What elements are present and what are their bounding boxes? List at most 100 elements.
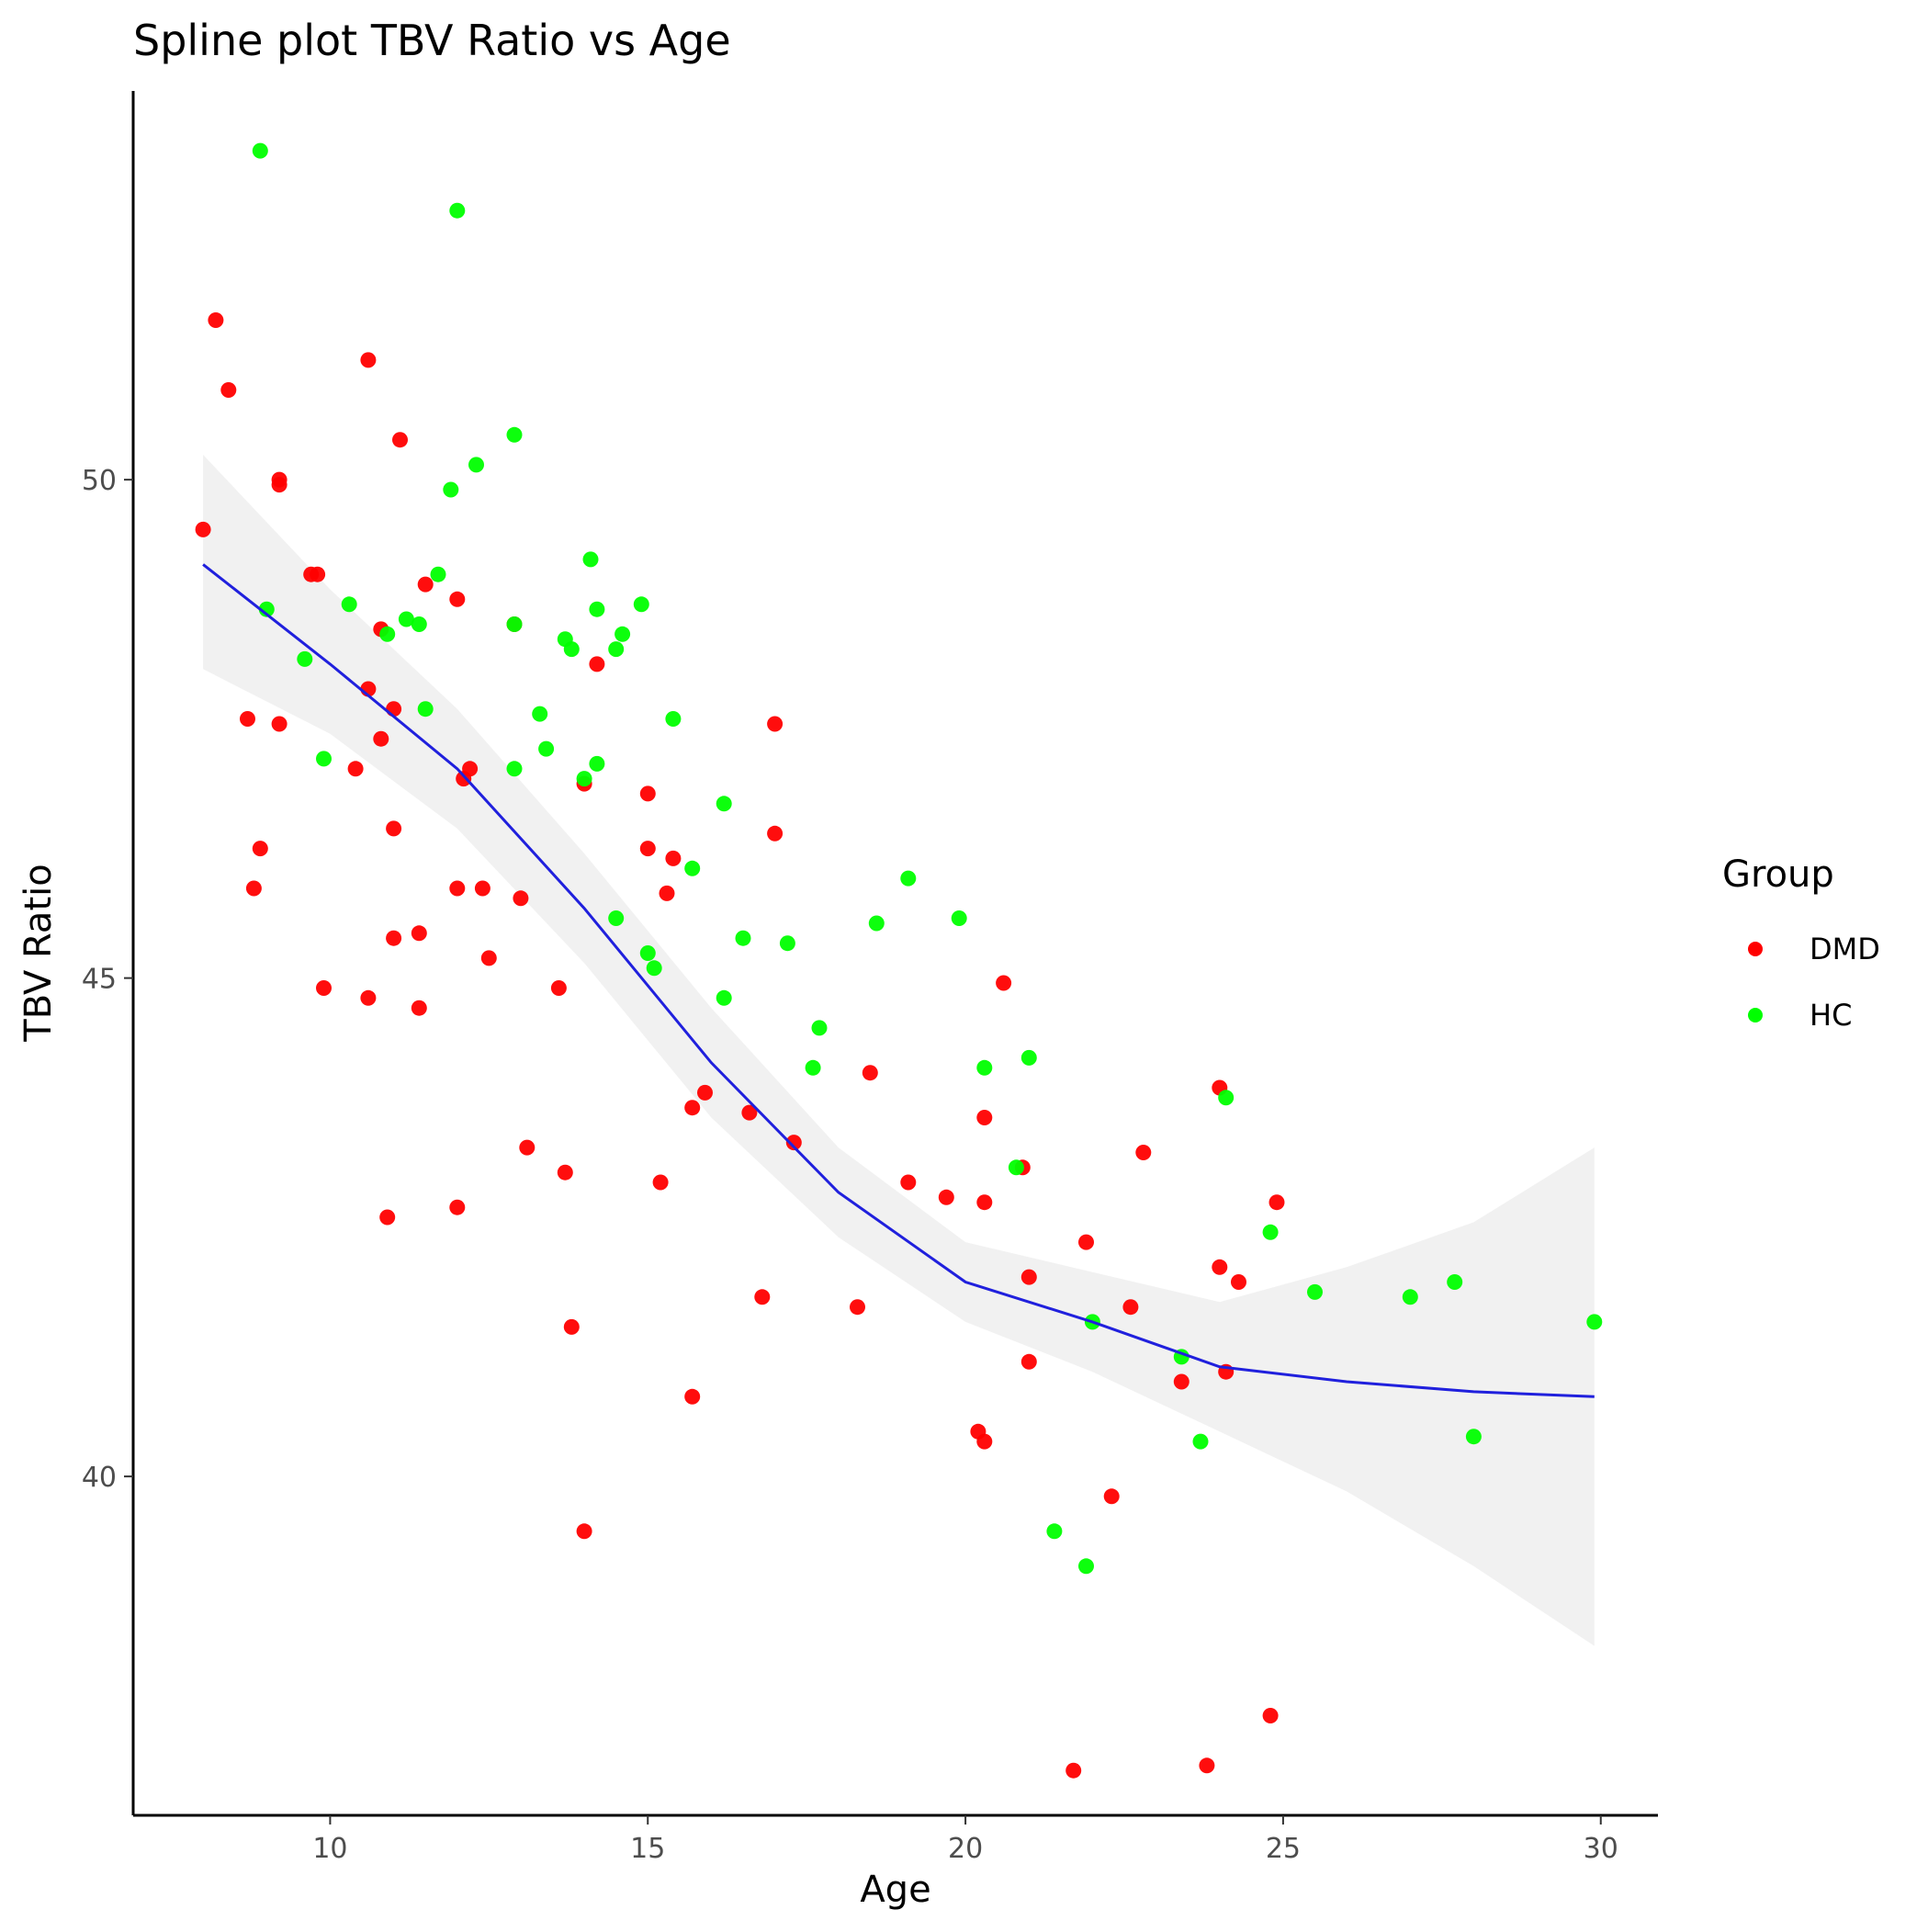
data-point-hc (805, 1059, 821, 1076)
data-point-dmd (684, 1100, 701, 1116)
y-tick-label: 50 (82, 465, 117, 497)
data-point-hc (639, 945, 656, 961)
data-point-dmd (449, 1199, 466, 1215)
data-point-hc (398, 611, 414, 627)
data-point-hc (341, 596, 357, 613)
data-point-dmd (576, 1523, 592, 1540)
data-point-hc (443, 481, 459, 498)
data-point-hc (716, 989, 732, 1006)
data-point-dmd (386, 701, 402, 717)
data-point-hc (1262, 1224, 1279, 1240)
data-point-dmd (245, 880, 262, 897)
data-point-dmd (252, 841, 268, 857)
data-point-hc (1046, 1523, 1063, 1540)
data-point-dmd (1173, 1373, 1189, 1390)
data-point-dmd (392, 432, 408, 448)
legend-title: Group (1722, 853, 1834, 896)
data-point-dmd (1268, 1194, 1285, 1211)
y-tick-label: 40 (82, 1462, 117, 1494)
data-point-dmd (474, 880, 490, 897)
data-point-hc (608, 641, 625, 658)
data-point-hc (506, 761, 523, 777)
data-point-dmd (360, 352, 377, 368)
data-point-dmd (271, 716, 288, 732)
data-point-dmd (639, 841, 656, 857)
data-point-dmd (417, 576, 434, 593)
data-point-hc (1447, 1274, 1463, 1290)
data-point-dmd (1212, 1259, 1228, 1275)
data-point-hc (684, 860, 701, 876)
data-point-dmd (563, 1318, 580, 1335)
data-point-dmd (1122, 1299, 1139, 1316)
data-point-dmd (589, 656, 605, 672)
data-point-dmd (938, 1189, 954, 1205)
chart-title: Spline plot TBV Ratio vs Age (133, 16, 731, 65)
data-point-hc (589, 601, 605, 617)
data-point-hc (1307, 1283, 1323, 1300)
data-point-dmd (220, 382, 237, 398)
data-point-dmd (697, 1084, 713, 1101)
data-point-dmd (741, 1104, 758, 1121)
data-point-hc (1192, 1433, 1209, 1450)
data-point-hc (951, 910, 967, 926)
data-point-hc (582, 551, 599, 568)
data-point-dmd (360, 989, 377, 1006)
data-point-hc (252, 142, 268, 159)
data-point-dmd (411, 1000, 427, 1016)
data-point-dmd (754, 1289, 771, 1305)
data-point-dmd (1103, 1488, 1120, 1505)
data-point-dmd (513, 890, 529, 907)
data-point-hc (1402, 1289, 1418, 1305)
data-point-hc (506, 426, 523, 443)
data-point-hc (976, 1059, 993, 1076)
data-point-dmd (386, 820, 402, 837)
data-point-dmd (785, 1135, 802, 1151)
data-point-dmd (1020, 1353, 1037, 1370)
y-ticks-layer: 40 45 50 (82, 465, 133, 1494)
data-point-dmd (411, 925, 427, 942)
data-point-hc (430, 566, 446, 582)
data-point-hc (868, 915, 885, 932)
legend-label-hc: HC (1810, 998, 1852, 1033)
data-point-dmd (347, 761, 364, 777)
axes-layer (131, 91, 1658, 1817)
data-point-dmd (557, 1164, 573, 1181)
data-point-hc (665, 711, 682, 727)
data-point-hc (258, 601, 275, 617)
data-point-hc (633, 596, 649, 613)
data-point-dmd (379, 1209, 396, 1226)
data-point-hc (716, 796, 732, 812)
data-point-dmd (1199, 1757, 1215, 1774)
data-point-dmd (449, 591, 466, 607)
data-point-dmd (862, 1065, 878, 1081)
data-point-hc (468, 457, 484, 473)
data-point-hc (811, 1020, 828, 1036)
data-point-dmd (386, 930, 402, 946)
data-point-dmd (240, 711, 255, 727)
data-point-dmd (208, 312, 224, 328)
data-point-dmd (976, 1194, 993, 1211)
data-point-hc (417, 701, 434, 717)
data-point-hc (538, 740, 555, 757)
data-point-hc (1020, 1049, 1037, 1066)
data-point-hc (589, 755, 605, 772)
data-point-hc (411, 616, 427, 632)
data-point-dmd (519, 1139, 536, 1156)
data-point-hc (449, 202, 466, 219)
spline-line (202, 563, 1595, 1398)
data-point-dmd (1262, 1708, 1279, 1723)
data-point-dmd (996, 975, 1012, 991)
data-point-dmd (850, 1299, 865, 1316)
legend-key-hc (1748, 1008, 1763, 1022)
data-point-hc (735, 930, 751, 946)
y-tick-label: 45 (82, 964, 117, 996)
data-point-dmd (310, 566, 326, 582)
data-point-dmd (767, 716, 784, 732)
data-point-hc (1465, 1429, 1482, 1445)
data-point-hc (900, 870, 917, 887)
data-point-hc (614, 626, 631, 642)
data-point-hc (506, 616, 523, 632)
y-axis-label: TBV Ratio (17, 864, 60, 1042)
